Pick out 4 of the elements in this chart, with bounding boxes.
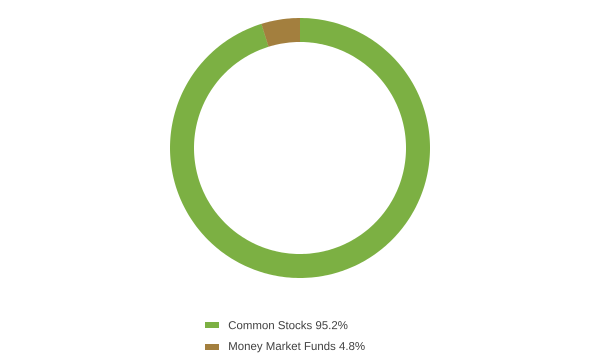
data-label: 95.2%	[316, 321, 348, 330]
legend-label: Money Market Funds	[229, 342, 336, 352]
legend-label: Common Stocks	[228, 320, 312, 330]
data-label: 4.8%	[339, 342, 365, 350]
